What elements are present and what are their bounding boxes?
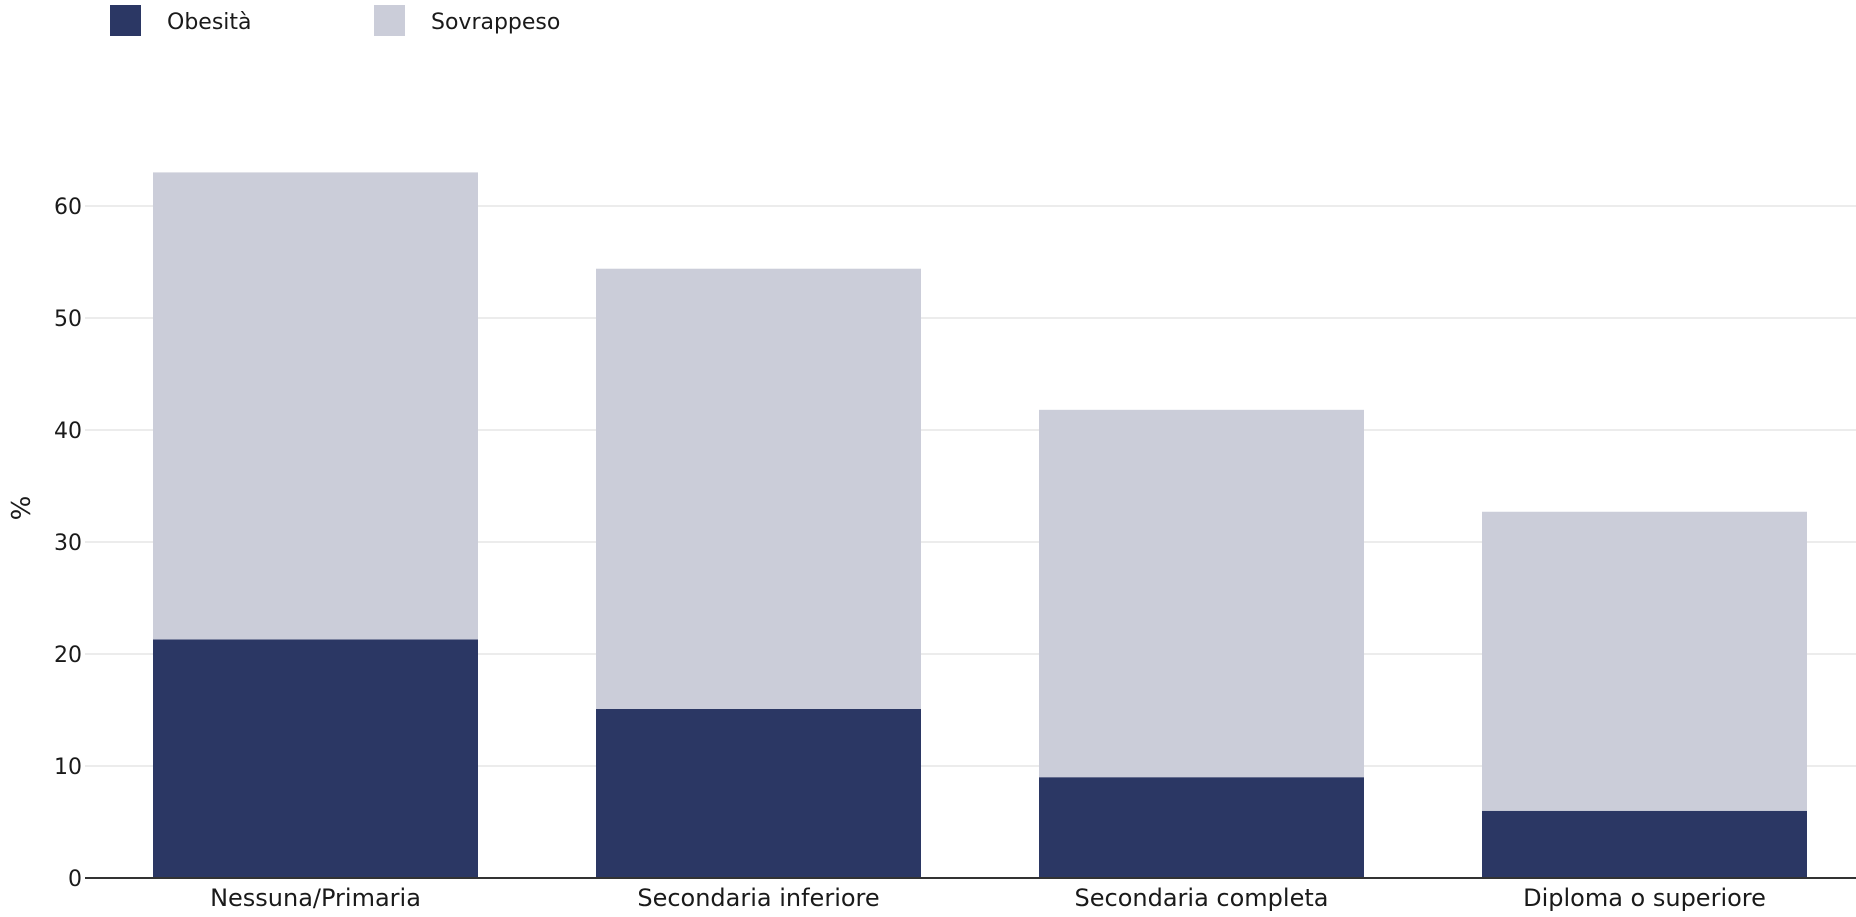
bar-obesita-1: [153, 639, 478, 878]
bar-obesita-4: [1482, 810, 1807, 878]
legend-label-1: Obesità: [167, 10, 252, 35]
legend: Obesità Sovrappeso: [110, 5, 560, 36]
x-tick-label: Secondaria inferiore: [637, 884, 879, 912]
bar-obesita-3: [1039, 777, 1364, 878]
y-tick-label: 30: [54, 531, 82, 556]
bar-obesita-2: [596, 708, 921, 878]
y-tick-labels: 0 10 20 30 40 50 60: [54, 195, 82, 892]
y-tick-label: 50: [54, 307, 82, 332]
x-tick-label: Diploma o superiore: [1523, 884, 1766, 912]
x-tick-label: Secondaria completa: [1075, 884, 1329, 912]
y-tick-label: 10: [54, 755, 82, 780]
legend-swatch-1: [110, 5, 141, 36]
bar-sovrappeso-1: [153, 172, 478, 640]
bar-sovrappeso-3: [1039, 409, 1364, 778]
y-tick-label: 20: [54, 643, 82, 668]
y-tick-label: 60: [54, 195, 82, 220]
y-axis-title: %: [7, 496, 37, 521]
x-tick-label: Nessuna/Primaria: [210, 884, 421, 912]
bar-sovrappeso-2: [596, 268, 921, 709]
x-tick-labels: Nessuna/Primaria Secondaria inferiore Seco…: [210, 884, 1766, 912]
legend-swatch-2: [374, 5, 405, 36]
y-tick-label: 40: [54, 419, 82, 444]
bar-sovrappeso-4: [1482, 511, 1807, 811]
y-tick-label: 0: [68, 867, 82, 892]
bars: [153, 172, 1807, 878]
legend-label-2: Sovrappeso: [431, 10, 560, 35]
